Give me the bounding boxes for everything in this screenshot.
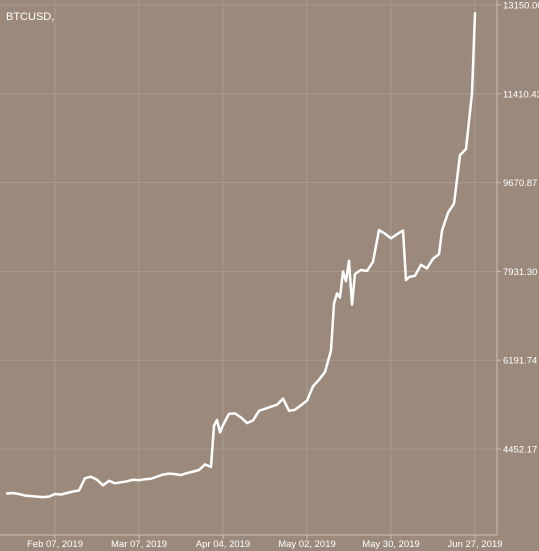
x-tick-label: Feb 07, 2019	[27, 539, 83, 550]
y-tick-label: 7931.30	[503, 267, 537, 278]
y-tick-label: 9670.87	[503, 178, 537, 189]
x-tick-label: May 30, 2019	[362, 539, 420, 550]
y-tick-label: 4452.17	[503, 445, 537, 456]
y-tick-label: 11410.43	[503, 89, 539, 100]
x-axis-ticks: Feb 07, 2019 Mar 07, 2019 Apr 04, 2019 May …	[27, 535, 502, 550]
x-tick-label: May 02, 2019	[278, 539, 336, 550]
x-tick-label: Mar 07, 2019	[111, 539, 167, 550]
y-tick-label: 13150.00	[503, 1, 539, 12]
axes	[0, 0, 498, 536]
y-tick-label: 6191.74	[503, 356, 537, 367]
x-tick-label: Apr 04, 2019	[196, 539, 250, 550]
grid-lines	[0, 0, 497, 535]
price-series-line	[5, 11, 477, 499]
chart-title: BTCUSD,	[6, 11, 55, 23]
x-tick-label: Jun 27, 2019	[448, 539, 503, 550]
y-axis-ticks: 13150.00 11410.43 9670.87 7931.30 6191.74 445…	[497, 1, 539, 456]
